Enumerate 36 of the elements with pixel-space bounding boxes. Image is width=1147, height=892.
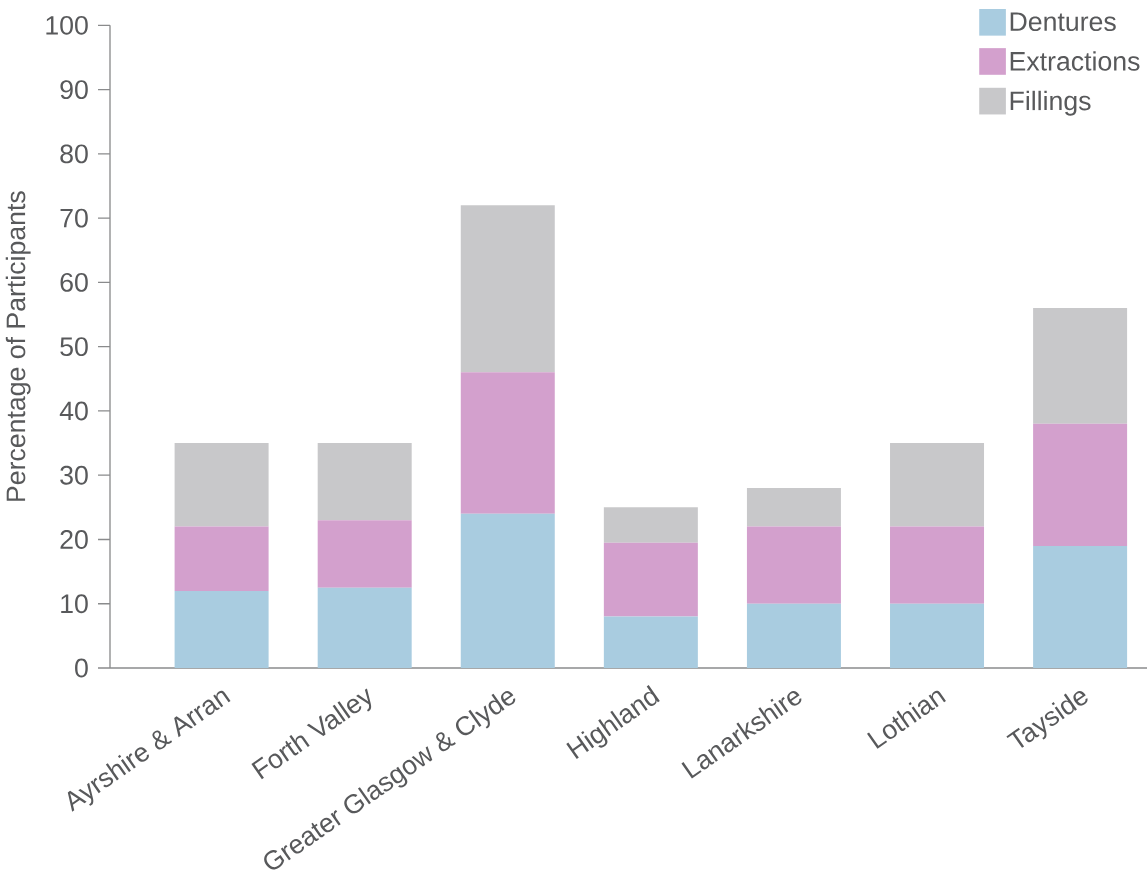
bar bbox=[603, 616, 698, 668]
legend-label: Dentures bbox=[1010, 12, 1116, 32]
y-tick-label: 100 bbox=[46, 15, 88, 35]
bar bbox=[460, 205, 555, 373]
bar bbox=[746, 603, 841, 668]
y-tick-label: 50 bbox=[60, 337, 88, 357]
bar bbox=[1033, 308, 1128, 424]
bar bbox=[174, 590, 269, 668]
bar bbox=[1033, 423, 1128, 546]
y-tick-label: 10 bbox=[61, 594, 88, 614]
bar bbox=[317, 587, 412, 668]
y-tick-label: 70 bbox=[60, 208, 88, 228]
bar bbox=[174, 443, 269, 527]
y-axis-title: Percentage of Participants bbox=[5, 191, 31, 501]
bar bbox=[746, 488, 841, 527]
y-tick-label: 0 bbox=[75, 658, 88, 678]
bar bbox=[746, 526, 841, 604]
bar bbox=[460, 513, 555, 668]
y-tick-label: 40 bbox=[59, 401, 88, 421]
bar bbox=[890, 526, 985, 604]
bar bbox=[317, 443, 412, 521]
bar bbox=[603, 542, 698, 617]
bar bbox=[1033, 545, 1128, 668]
bar bbox=[317, 520, 412, 588]
y-tick-label: 90 bbox=[60, 80, 88, 100]
bar bbox=[174, 526, 269, 591]
y-tick-label: 80 bbox=[60, 144, 88, 164]
y-tick-label: 30 bbox=[60, 465, 88, 485]
bar bbox=[890, 603, 985, 668]
legend-label: Extractions bbox=[1010, 51, 1140, 71]
y-tick-label: 20 bbox=[60, 530, 88, 549]
bar bbox=[603, 507, 698, 543]
bar bbox=[460, 372, 555, 514]
legend-label: Fillings bbox=[1010, 90, 1091, 116]
bar bbox=[890, 443, 985, 527]
y-tick-label: 60 bbox=[60, 272, 88, 292]
